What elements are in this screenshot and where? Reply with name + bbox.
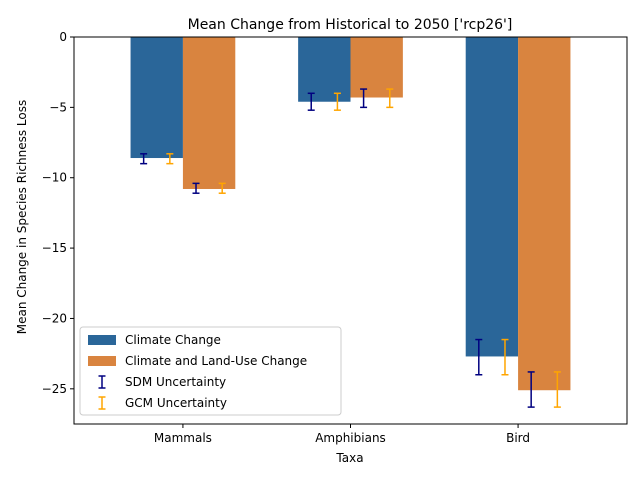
legend-label: SDM Uncertainty [125, 375, 226, 389]
y-tick-label: −25 [42, 382, 67, 396]
legend-item-sdm-uncertainty: SDM Uncertainty [98, 375, 226, 389]
legend-label: Climate and Land-Use Change [125, 354, 307, 368]
errorbar-mammals-s1-sdm [140, 153, 148, 165]
legend-item-climate-and-land-use-change: Climate and Land-Use Change [88, 354, 307, 368]
errorbar-bird-s1-sdm [475, 338, 483, 376]
legend-swatch [88, 335, 116, 345]
bar-climate-change-amphibians [298, 37, 351, 102]
legend-label: Climate Change [125, 333, 221, 347]
y-tick-label: −15 [42, 241, 67, 255]
errorbar-bird-s1-gcm [501, 338, 509, 376]
x-tick-label: Mammals [154, 431, 212, 445]
legend-box [79, 326, 342, 416]
errorbar-mammals-s2-gcm [218, 182, 226, 194]
y-tick-label: −5 [49, 100, 67, 114]
errorbar-amphibians-s1-gcm [333, 92, 341, 111]
chart-title: Mean Change from Historical to 2050 ['rc… [188, 17, 513, 33]
bar-climate-change-mammals [130, 37, 183, 159]
bar-climate-change-bird [465, 37, 519, 357]
errorbar-mammals-s1-gcm [166, 153, 174, 165]
errorbar-bird-s2-gcm [553, 371, 561, 408]
legend-item-gcm-uncertainty: GCM Uncertainty [98, 396, 227, 410]
legend-swatch [88, 356, 116, 366]
y-tick-label: −20 [42, 311, 67, 325]
x-tick-label: Amphibians [315, 431, 386, 445]
errorbar-amphibians-s2-sdm [360, 88, 368, 109]
legend-item-climate-change: Climate Change [88, 333, 221, 347]
x-tick-label: Bird [506, 431, 530, 445]
errorbar-mammals-s2-sdm [192, 182, 200, 194]
errorbar-bird-s2-sdm [527, 371, 535, 408]
bar-climate-and-land-use-change-mammals [182, 37, 236, 189]
y-tick-label: −10 [42, 171, 67, 185]
legend-label: GCM Uncertainty [125, 396, 227, 410]
y-tick-label: 0 [59, 30, 67, 44]
x-axis-label: Taxa [335, 451, 363, 465]
errorbar-amphibians-s1-sdm [307, 92, 315, 111]
bar-climate-and-land-use-change-amphibians [350, 37, 403, 98]
bar-climate-and-land-use-change-bird [518, 37, 571, 391]
y-axis-label: Mean Change in Species Richness Loss [15, 100, 29, 335]
errorbar-amphibians-s2-gcm [386, 88, 394, 109]
